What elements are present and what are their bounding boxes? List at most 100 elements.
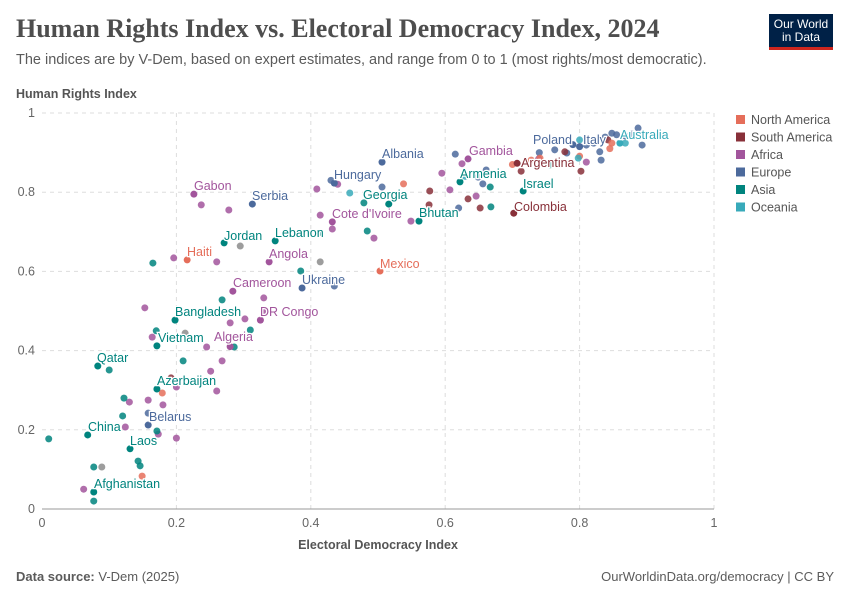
legend-item[interactable]: Europe bbox=[751, 166, 791, 180]
data-point-argentina bbox=[513, 159, 521, 167]
data-point bbox=[551, 146, 559, 154]
point-label: Poland bbox=[533, 133, 572, 147]
data-point bbox=[479, 180, 487, 188]
data-point bbox=[360, 199, 368, 207]
point-label: Angola bbox=[269, 247, 308, 261]
data-point bbox=[370, 234, 378, 242]
data-point bbox=[474, 173, 482, 181]
point-label: China bbox=[88, 420, 121, 434]
source-value: V-Dem (2025) bbox=[98, 569, 180, 584]
point-label: Bangladesh bbox=[175, 305, 241, 319]
data-point-bangladesh bbox=[171, 316, 179, 324]
data-point bbox=[316, 258, 324, 266]
point-label: Jordan bbox=[224, 229, 262, 243]
data-point bbox=[461, 172, 469, 180]
point-label: Ukraine bbox=[302, 273, 345, 287]
data-point-angola bbox=[265, 258, 273, 266]
legend-item[interactable]: Asia bbox=[751, 183, 775, 197]
data-point bbox=[536, 154, 544, 162]
point-label: DR Congo bbox=[260, 305, 318, 319]
x-axis-label: Electoral Democracy Index bbox=[298, 538, 458, 552]
data-point bbox=[576, 136, 584, 144]
data-point bbox=[218, 357, 226, 365]
data-point bbox=[207, 367, 215, 375]
point-label: Gabon bbox=[194, 179, 232, 193]
data-point-jordan bbox=[220, 239, 228, 247]
data-point-poland bbox=[569, 141, 577, 149]
data-point bbox=[455, 204, 463, 212]
y-axis-label: Human Rights Index bbox=[16, 87, 137, 101]
data-point-vietnam bbox=[153, 342, 161, 350]
data-point bbox=[425, 201, 433, 209]
data-point bbox=[105, 366, 113, 374]
data-point bbox=[313, 185, 321, 193]
data-point bbox=[621, 132, 629, 140]
data-point bbox=[153, 427, 161, 435]
data-point-cote-d-ivoire bbox=[328, 218, 336, 226]
data-point bbox=[606, 145, 614, 153]
point-label: Cameroon bbox=[233, 276, 291, 290]
data-point bbox=[149, 259, 157, 267]
data-point-afghanistan bbox=[90, 488, 98, 496]
data-point bbox=[426, 187, 434, 195]
y-tick-label: 0.2 bbox=[18, 423, 35, 437]
point-label: Vietnam bbox=[158, 331, 204, 345]
legend-swatch bbox=[736, 202, 745, 212]
data-point bbox=[476, 204, 484, 212]
data-point bbox=[121, 423, 129, 431]
data-point bbox=[158, 389, 166, 397]
point-label: Italy bbox=[583, 133, 607, 147]
data-point bbox=[638, 141, 646, 149]
data-point bbox=[98, 463, 106, 471]
point-label: Argentina bbox=[521, 156, 575, 170]
legend-swatch bbox=[736, 132, 745, 142]
data-point bbox=[613, 131, 621, 139]
legend-item[interactable]: South America bbox=[751, 131, 832, 145]
point-label: Belarus bbox=[149, 410, 191, 424]
legend-item[interactable]: North America bbox=[751, 113, 830, 127]
point-label: Hungary bbox=[334, 168, 382, 182]
point-label: Afghanistan bbox=[94, 477, 160, 491]
data-point bbox=[144, 409, 152, 417]
source-label: Data source: bbox=[16, 569, 95, 584]
data-point bbox=[197, 201, 205, 209]
data-point bbox=[577, 167, 585, 175]
data-point bbox=[203, 343, 211, 351]
data-point bbox=[566, 159, 574, 167]
data-point-haiti bbox=[183, 256, 191, 264]
data-point bbox=[125, 398, 133, 406]
legend-item[interactable]: Oceania bbox=[751, 201, 798, 215]
data-point bbox=[546, 161, 554, 169]
point-label: Gambia bbox=[469, 144, 513, 158]
data-point bbox=[472, 192, 480, 200]
data-point bbox=[241, 315, 249, 323]
data-point bbox=[596, 148, 604, 156]
data-point bbox=[179, 357, 187, 365]
data-point bbox=[297, 267, 305, 275]
data-point bbox=[226, 319, 234, 327]
footer-link[interactable]: OurWorldinData.org/democracy | CC BY bbox=[601, 569, 834, 584]
data-point bbox=[400, 180, 408, 188]
chart-title: Human Rights Index vs. Electoral Democra… bbox=[16, 14, 660, 43]
x-tick-label: 0.4 bbox=[302, 516, 319, 530]
legend-item[interactable]: Africa bbox=[751, 148, 783, 162]
data-point bbox=[582, 141, 590, 149]
data-point bbox=[213, 387, 221, 395]
data-point bbox=[152, 327, 160, 335]
data-point-azerbaijan bbox=[153, 385, 161, 393]
data-point bbox=[597, 156, 605, 164]
data-point-algeria bbox=[226, 343, 234, 351]
point-label: Israel bbox=[523, 177, 554, 191]
data-point bbox=[172, 383, 180, 391]
point-label: Colombia bbox=[514, 200, 567, 214]
legend-swatch bbox=[736, 167, 745, 177]
data-point bbox=[582, 158, 590, 166]
point-label: Azerbaijan bbox=[157, 374, 216, 388]
point-label: Cote d'Ivoire bbox=[332, 207, 402, 221]
data-point bbox=[464, 195, 472, 203]
y-tick-label: 0 bbox=[28, 502, 35, 516]
data-point bbox=[535, 149, 543, 157]
owid-logo[interactable]: Our World in Data bbox=[769, 14, 833, 50]
data-point bbox=[483, 170, 491, 178]
